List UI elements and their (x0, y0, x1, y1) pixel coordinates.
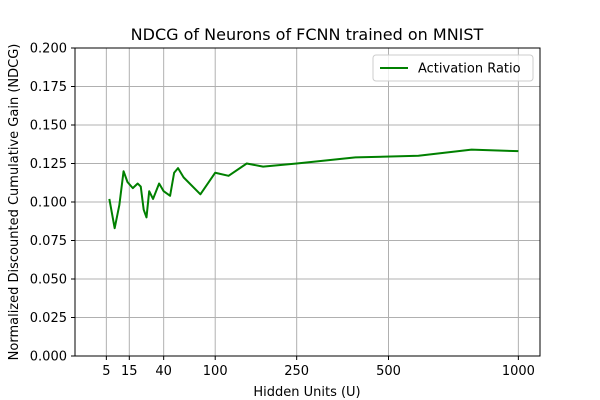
y-tick-label: 0.200 (30, 42, 67, 57)
series-line-activation-ratio (108, 148, 519, 230)
y-tick-label: 0.100 (30, 196, 67, 211)
tick-layer: 5 15 40 100 250 500 1000 0.000 0.025 0.050 0.075 0.… (30, 42, 535, 380)
y-tick-label: 0.125 (30, 157, 67, 172)
x-tick-label: 1000 (502, 364, 535, 379)
y-axis-title: Normalized Discounted Cumulative Gain (N… (7, 44, 22, 361)
legend-box (372, 54, 534, 82)
y-tick-label: 0.175 (30, 80, 67, 95)
x-tick-label: 15 (121, 364, 138, 379)
x-tick-label: 100 (203, 364, 228, 379)
legend: Activation Ratio (372, 54, 534, 82)
y-tick-label: 0.000 (30, 350, 67, 365)
x-tick-label: 500 (376, 364, 401, 379)
chart-title: NDCG of Neurons of FCNN trained on MNIST (131, 25, 484, 44)
y-tick-label: 0.075 (30, 234, 67, 249)
y-tick-label: 0.150 (30, 119, 67, 134)
x-axis-title: Hidden Units (U) (253, 385, 360, 400)
y-tick-label: 0.050 (30, 273, 67, 288)
x-tick-label: 5 (102, 364, 110, 379)
x-tick-label: 40 (155, 364, 172, 379)
series-layer (108, 148, 519, 230)
legend-label: Activation Ratio (418, 62, 521, 77)
x-tick-label: 250 (284, 364, 309, 379)
y-tick-label: 0.025 (30, 311, 67, 326)
